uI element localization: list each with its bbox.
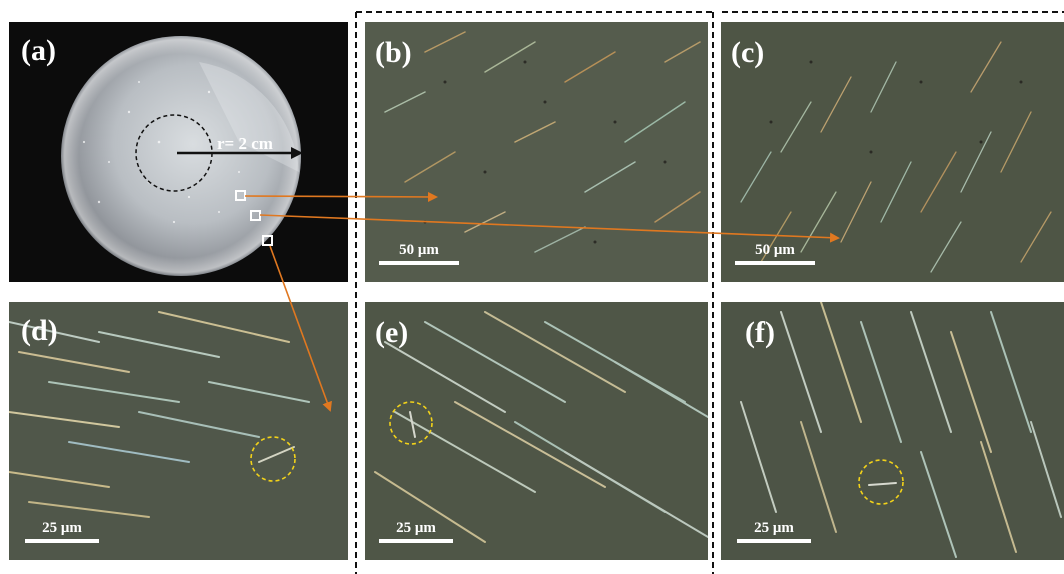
panel-d-scale-text: 25 μm [42, 520, 82, 536]
panel-f-scale-text: 25 μm [754, 520, 794, 536]
panel-b-label: (b) [375, 36, 412, 69]
panel-e-scale: 25 μm [379, 520, 453, 543]
panel-f-scale: 25 μm [737, 520, 811, 543]
panel-c-scale: 50 μm [735, 242, 815, 265]
panel-a-photo: (a) r= 2 cm [9, 22, 348, 282]
panel-b-micrograph: (b) 50 μm [365, 22, 708, 282]
nanowire-micrograph-f [721, 302, 1064, 560]
radius-label: r= 2 cm [217, 134, 273, 153]
panel-d-scale-bar [25, 539, 99, 543]
panel-e-label: (e) [375, 316, 409, 349]
panel-e-micrograph: (e) 25 μm [365, 302, 708, 560]
panel-e-scale-bar [379, 539, 453, 543]
panel-c-scale-text: 50 μm [755, 242, 795, 258]
panel-f-label: (f) [745, 316, 775, 349]
highlight-circle-d [250, 436, 296, 482]
panel-d-scale: 25 μm [25, 520, 99, 543]
panel-c-micrograph: (c) 50 μm [721, 22, 1064, 282]
panel-e-scale-text: 25 μm [396, 520, 436, 536]
panel-c-scale-bar [735, 261, 815, 265]
panel-d-micrograph: (d) 25 μm [9, 302, 348, 560]
highlight-circle-e [389, 401, 433, 445]
panel-f-micrograph: (f) 25 μm [721, 302, 1064, 560]
sample-disk-photo [9, 22, 348, 282]
panel-a-label: (a) [21, 34, 56, 67]
panel-c-label: (c) [731, 36, 765, 69]
panel-d-label: (d) [21, 314, 58, 347]
panel-b-scale-bar [379, 261, 459, 265]
panel-f-scale-bar [737, 539, 811, 543]
highlight-circle-f [858, 459, 904, 505]
panel-b-scale: 50 μm [379, 242, 459, 265]
nanowire-micrograph-e [365, 302, 708, 560]
panel-b-scale-text: 50 μm [399, 242, 439, 258]
